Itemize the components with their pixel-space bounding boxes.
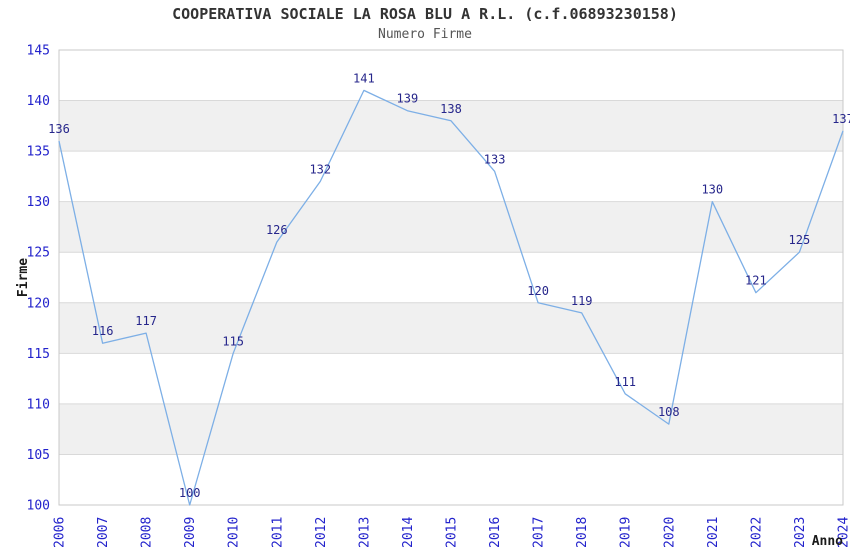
y-tick-label: 120 [27, 296, 50, 311]
point-label: 125 [789, 233, 811, 247]
series-line [58, 89, 844, 506]
point-label: 117 [135, 314, 157, 328]
point-label: 100 [179, 486, 201, 500]
point-label: 121 [745, 274, 767, 288]
x-tick-label: 2024 [837, 517, 850, 548]
x-tick-label: 2020 [662, 517, 677, 548]
x-tick-label: 2019 [619, 517, 634, 548]
y-tick-label: 115 [27, 347, 50, 362]
y-tick-label: 105 [27, 448, 50, 463]
x-tick-label: 2015 [445, 517, 460, 548]
x-tick-label: 2017 [532, 517, 547, 548]
x-tick-label: 2009 [183, 517, 198, 548]
y-tick-label: 140 [27, 94, 50, 109]
point-label: 115 [222, 334, 244, 348]
point-label: 119 [571, 294, 593, 308]
y-tick-label: 125 [27, 246, 50, 261]
y-tick-label: 110 [27, 397, 50, 412]
x-tick-label: 2014 [401, 517, 416, 548]
y-tick-label: 130 [27, 195, 50, 210]
x-tick-label: 2011 [270, 517, 285, 548]
x-tick-label: 2007 [96, 517, 111, 548]
x-tick-label: 2006 [53, 517, 68, 548]
x-tick-label: 2022 [749, 517, 764, 548]
background-band [59, 100, 843, 152]
point-label: 139 [397, 92, 419, 106]
x-tick-label: 2018 [575, 517, 590, 548]
x-tick-label: 2013 [357, 517, 372, 548]
x-tick-label: 2008 [140, 517, 155, 548]
point-label: 132 [309, 162, 331, 176]
x-tick-label: 2016 [488, 517, 503, 548]
background-band [59, 302, 843, 354]
point-label: 130 [701, 183, 723, 197]
point-label: 133 [484, 152, 506, 166]
point-label: 111 [614, 375, 636, 389]
plot-border [58, 49, 844, 506]
y-tick-label: 145 [27, 44, 50, 59]
point-label: 138 [440, 102, 462, 116]
point-label: 108 [658, 405, 680, 419]
background-band [59, 201, 843, 253]
x-tick-label: 2012 [314, 517, 329, 548]
point-label: 120 [527, 284, 549, 298]
x-tick-label: 2021 [706, 517, 721, 548]
point-label: 141 [353, 71, 375, 85]
chart-subtitle: Numero Firme [378, 27, 472, 42]
chart-title: COOPERATIVA SOCIALE LA ROSA BLU A R.L. (… [172, 5, 678, 23]
background-band [59, 403, 843, 455]
y-tick-label: 135 [27, 145, 50, 160]
y-axis-label: Firme [16, 258, 31, 297]
x-tick-label: 2023 [793, 517, 808, 548]
x-axis-label: Anno [812, 534, 843, 549]
point-label: 126 [266, 223, 288, 237]
point-label: 116 [92, 324, 114, 338]
point-label: 137 [832, 112, 850, 126]
point-label: 136 [48, 122, 70, 136]
y-tick-label: 100 [27, 499, 50, 514]
x-tick-label: 2010 [227, 517, 242, 548]
